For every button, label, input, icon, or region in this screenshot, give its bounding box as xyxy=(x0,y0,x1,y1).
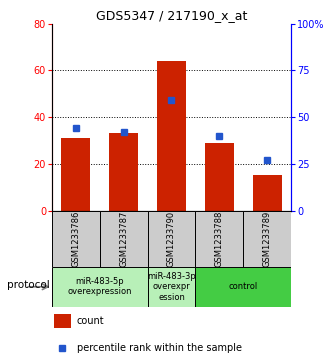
Bar xyxy=(100,211,148,267)
Bar xyxy=(243,211,291,267)
Bar xyxy=(54,314,71,328)
Bar xyxy=(205,143,234,211)
Bar xyxy=(52,267,148,307)
Text: control: control xyxy=(229,282,258,291)
Title: GDS5347 / 217190_x_at: GDS5347 / 217190_x_at xyxy=(96,9,247,23)
Text: miR-483-3p
overexpr
ession: miR-483-3p overexpr ession xyxy=(147,272,196,302)
Bar xyxy=(195,211,243,267)
Bar xyxy=(109,134,138,211)
Bar xyxy=(253,175,282,211)
Text: count: count xyxy=(77,316,105,326)
Text: GSM1233789: GSM1233789 xyxy=(263,211,272,267)
Bar xyxy=(52,211,100,267)
Text: GSM1233788: GSM1233788 xyxy=(215,211,224,267)
Text: GSM1233787: GSM1233787 xyxy=(119,211,128,267)
Text: miR-483-5p
overexpression: miR-483-5p overexpression xyxy=(67,277,132,297)
Text: protocol: protocol xyxy=(7,280,49,290)
Bar xyxy=(195,267,291,307)
Text: GSM1233790: GSM1233790 xyxy=(167,211,176,267)
Text: GSM1233786: GSM1233786 xyxy=(71,211,80,267)
Text: percentile rank within the sample: percentile rank within the sample xyxy=(77,343,242,353)
Bar xyxy=(148,267,195,307)
Bar xyxy=(61,138,90,211)
Bar xyxy=(148,211,195,267)
Bar xyxy=(157,61,186,211)
